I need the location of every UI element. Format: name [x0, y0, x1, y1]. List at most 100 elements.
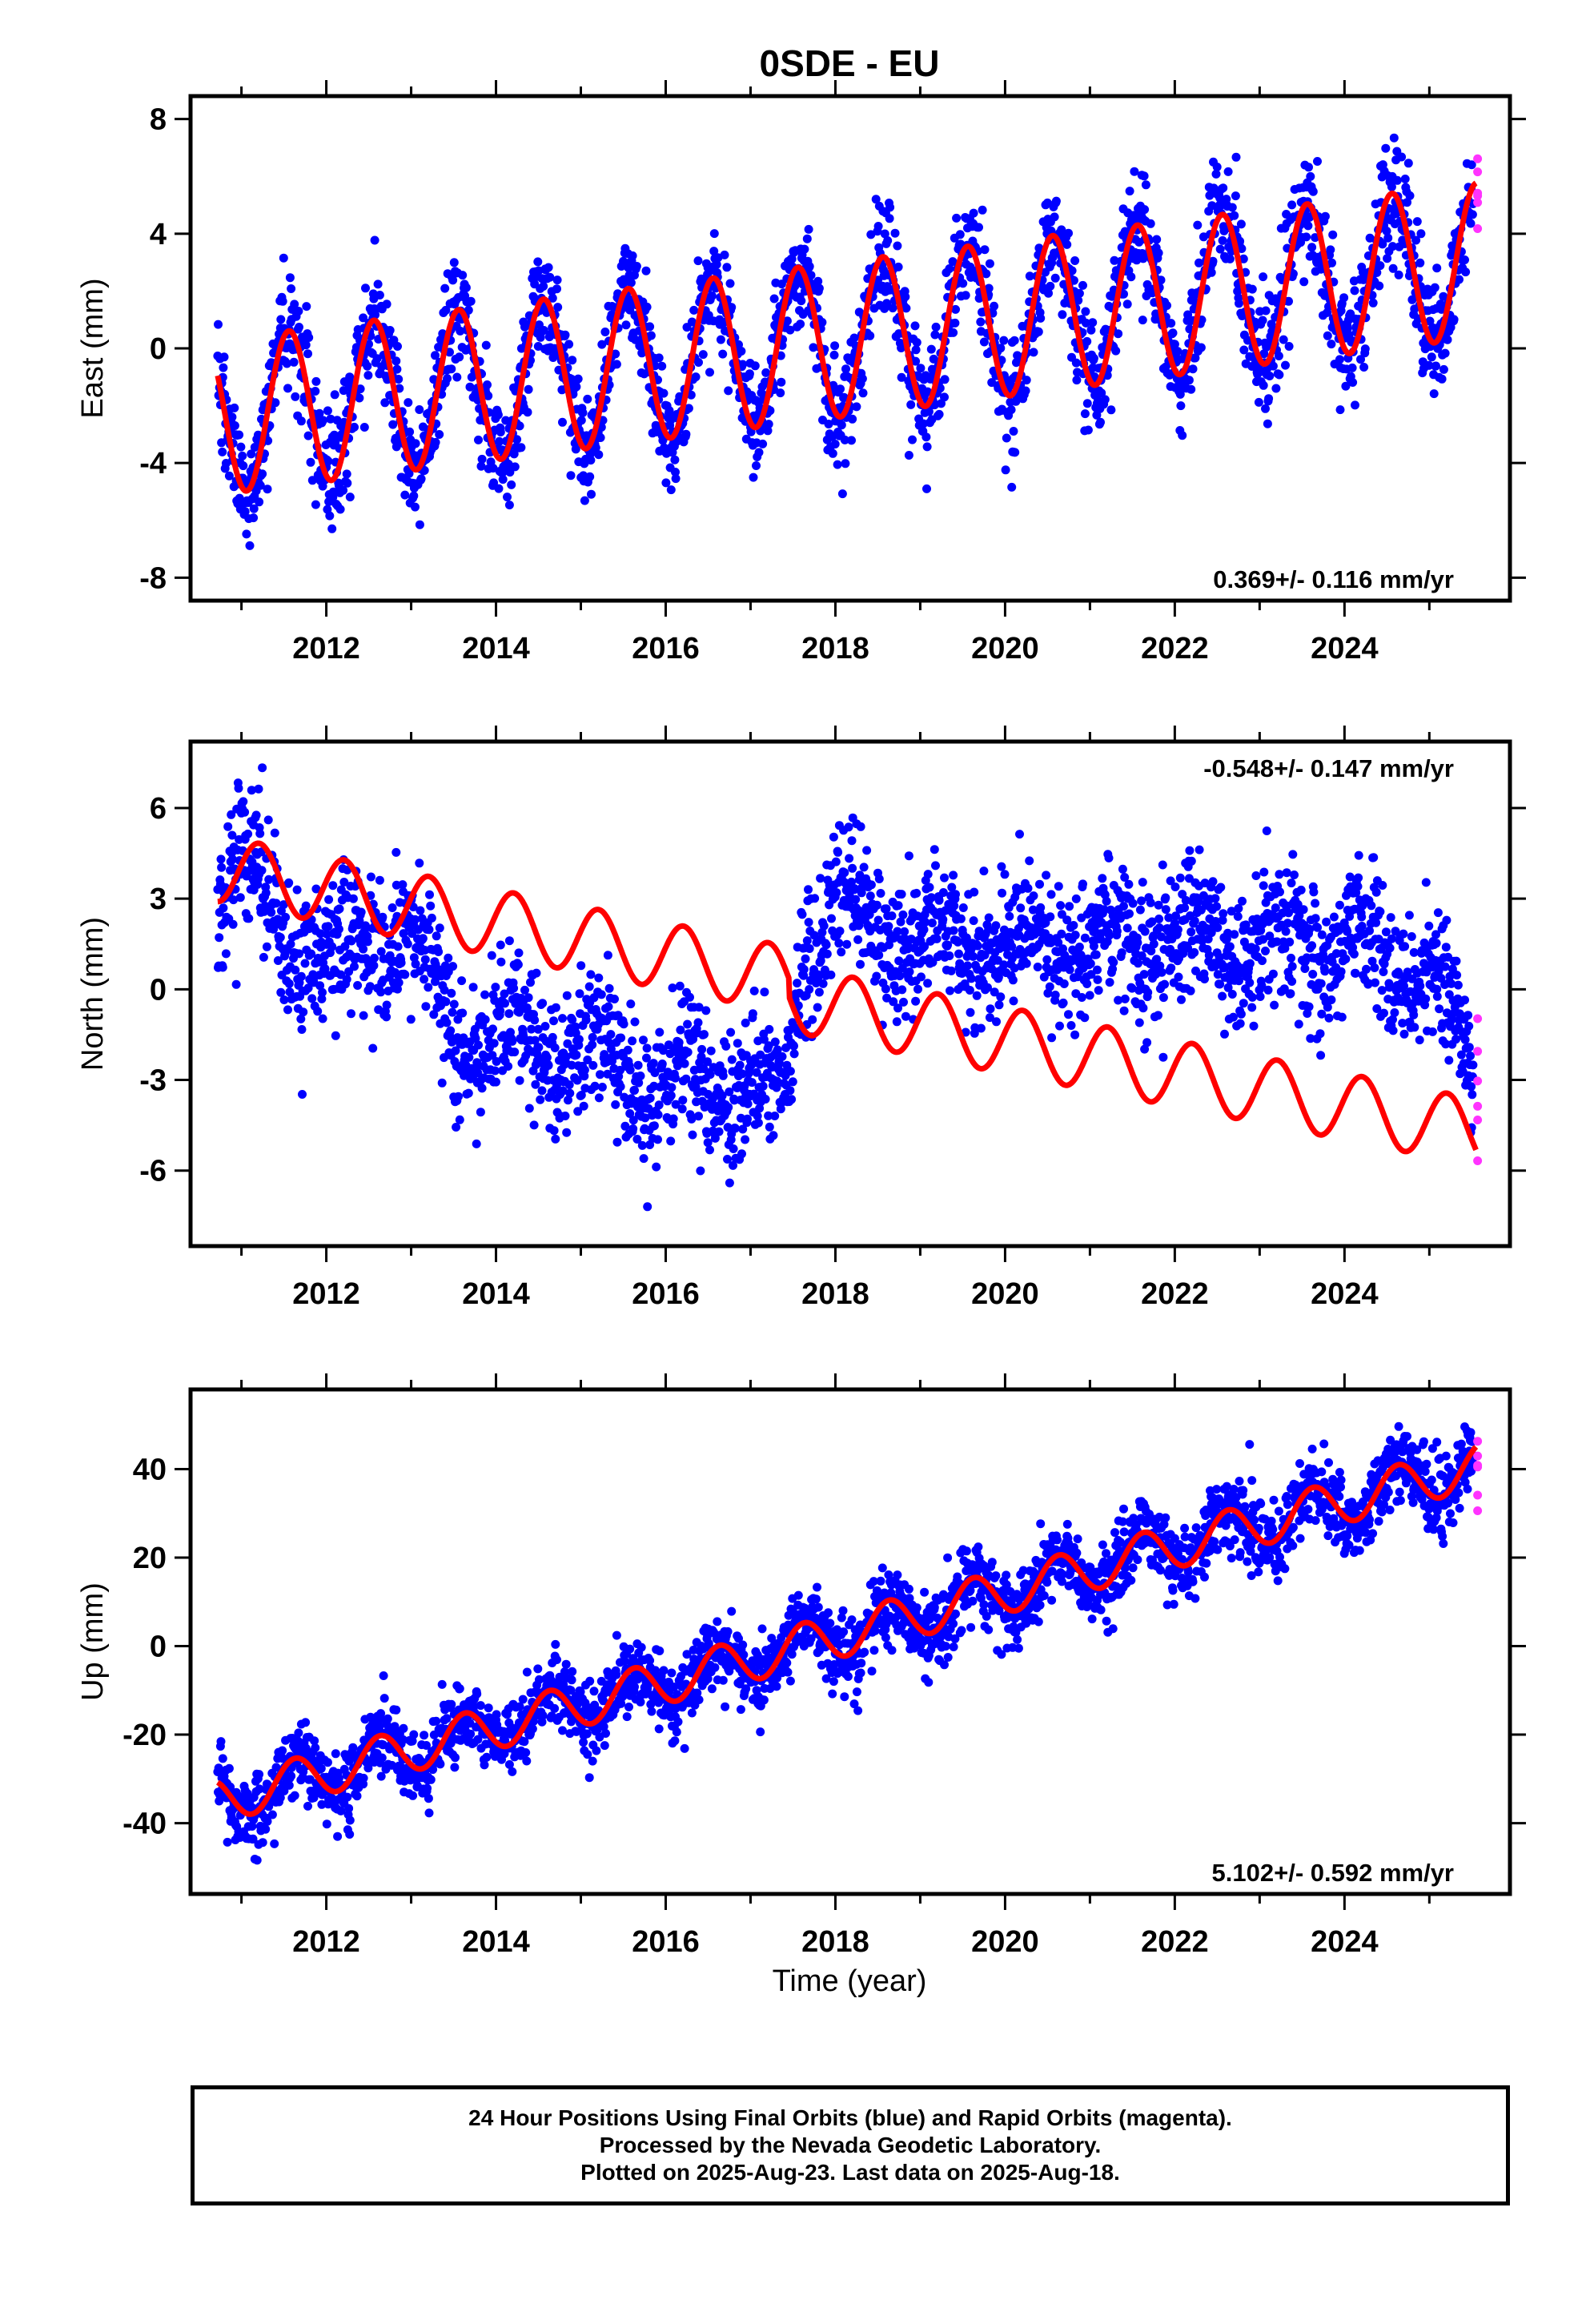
data-point	[890, 228, 900, 238]
data-point	[684, 404, 693, 413]
data-point	[262, 942, 271, 951]
data-point	[583, 394, 592, 404]
data-point	[219, 352, 229, 362]
data-point	[726, 1027, 736, 1037]
data-point	[917, 972, 926, 982]
data-point	[1271, 384, 1281, 393]
data-point	[242, 529, 251, 539]
data-point	[945, 951, 954, 960]
data-point	[1281, 360, 1290, 370]
data-point	[1381, 927, 1391, 937]
data-point	[1341, 381, 1351, 391]
data-point	[809, 343, 818, 352]
data-point	[1070, 931, 1080, 940]
data-point	[1059, 979, 1069, 988]
data-point	[578, 408, 588, 417]
data-point	[496, 1006, 505, 1015]
data-point	[1044, 288, 1053, 298]
data-point	[576, 961, 586, 971]
data-point	[680, 1059, 689, 1068]
data-point	[1143, 987, 1153, 997]
data-point	[1071, 358, 1081, 368]
data-point	[830, 440, 840, 448]
data-point	[888, 304, 897, 313]
data-point	[1371, 978, 1379, 987]
data-point	[872, 971, 881, 981]
data-point	[969, 208, 978, 218]
data-point	[234, 783, 243, 793]
data-point	[416, 906, 425, 915]
data-point	[539, 326, 548, 335]
data-point	[1191, 353, 1200, 363]
data-point	[985, 259, 994, 268]
data-point	[1177, 995, 1186, 1004]
data-point	[819, 921, 829, 931]
data-point	[580, 1065, 589, 1075]
data-point	[1287, 200, 1297, 210]
data-point	[1120, 994, 1130, 1003]
data-point	[442, 1018, 452, 1027]
data-point	[1175, 873, 1185, 883]
data-point	[727, 1055, 737, 1064]
data-point	[693, 256, 703, 266]
data-point	[1388, 242, 1397, 251]
data-point	[347, 936, 356, 946]
data-point	[301, 901, 311, 911]
data-point	[1074, 288, 1084, 298]
data-point	[621, 320, 631, 330]
data-point	[874, 951, 884, 960]
data-point	[1086, 959, 1095, 968]
data-point	[449, 258, 459, 267]
data-point	[1215, 244, 1225, 254]
data-point	[1083, 425, 1093, 435]
data-point	[1128, 899, 1138, 908]
data-point	[703, 1138, 713, 1148]
data-point	[1225, 254, 1235, 263]
data-point	[956, 914, 966, 923]
data-point	[1009, 996, 1018, 1006]
data-point	[1168, 328, 1178, 338]
data-point	[1154, 248, 1163, 258]
data-point	[480, 990, 490, 999]
data-point	[653, 1110, 663, 1120]
data-point	[905, 967, 914, 976]
data-point	[1105, 978, 1114, 987]
data-point	[1208, 877, 1218, 887]
data-point	[311, 884, 321, 894]
data-point	[927, 919, 937, 927]
data-point	[415, 520, 424, 529]
data-point	[1357, 922, 1367, 931]
data-point	[1382, 227, 1391, 235]
data-point	[1339, 293, 1349, 303]
data-point	[1371, 887, 1381, 897]
data-point	[243, 829, 253, 838]
data-point	[749, 472, 758, 482]
data-point	[318, 987, 327, 997]
data-point	[880, 229, 889, 239]
data-point	[347, 1009, 355, 1019]
data-point	[250, 443, 259, 452]
data-point	[456, 326, 465, 336]
data-point	[745, 369, 754, 379]
data-point	[498, 475, 508, 485]
data-point	[306, 457, 315, 467]
data-point	[1064, 228, 1073, 238]
data-point	[301, 340, 311, 350]
data-point	[883, 236, 893, 245]
x-tick-label: 2018	[801, 632, 869, 665]
data-point	[313, 1007, 323, 1016]
data-point	[228, 854, 237, 864]
data-point	[1050, 991, 1060, 999]
data-point	[1195, 845, 1204, 854]
data-point	[1093, 975, 1102, 984]
data-point	[1347, 363, 1357, 372]
data-point	[1000, 870, 1010, 879]
data-point	[865, 891, 875, 901]
data-point	[524, 1104, 534, 1113]
data-point	[1056, 901, 1066, 911]
data-point	[926, 344, 936, 354]
data-point	[626, 999, 636, 1009]
data-point	[231, 979, 241, 989]
data-point	[247, 786, 256, 795]
data-point	[1323, 331, 1332, 340]
